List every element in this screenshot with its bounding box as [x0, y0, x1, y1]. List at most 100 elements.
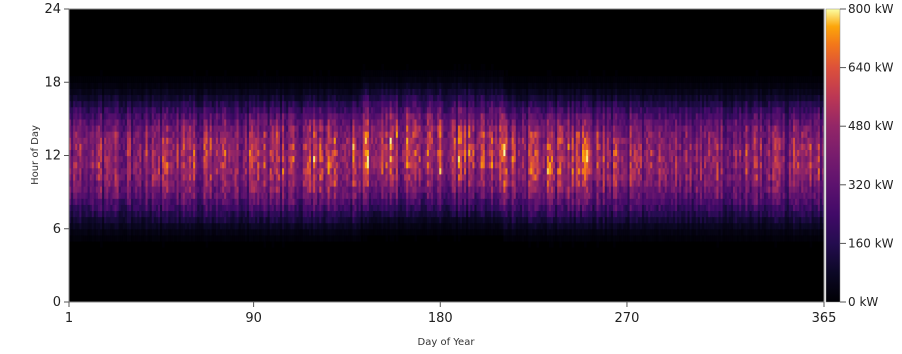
- heatmap-cell: [128, 149, 132, 157]
- heatmap-cell: [271, 210, 275, 218]
- heatmap-cell: [362, 204, 366, 212]
- heatmap-cell: [416, 167, 420, 175]
- heatmap-cell: [112, 106, 116, 114]
- heatmap-cell: [302, 155, 306, 163]
- heatmap-cell: [317, 143, 320, 150]
- heatmap-cell: [234, 100, 238, 108]
- heatmap-cell: [145, 216, 149, 224]
- heatmap-cell: [439, 186, 442, 193]
- heatmap-cell: [433, 137, 436, 144]
- heatmap-cell: [69, 192, 72, 199]
- heatmap-cell: [133, 192, 136, 199]
- heatmap-cell: [393, 124, 397, 132]
- heatmap-cell: [234, 118, 238, 126]
- heatmap-cell: [93, 131, 97, 138]
- heatmap-cell: [73, 131, 76, 138]
- heatmap-cell: [335, 100, 339, 108]
- heatmap-cell: [133, 137, 136, 144]
- heatmap-cell: [170, 106, 174, 114]
- heatmap-cell: [323, 222, 327, 230]
- heatmap-cell: [131, 167, 134, 175]
- heatmap-cell: [331, 112, 335, 120]
- heatmap-cell: [73, 186, 76, 193]
- heatmap-cell: [296, 76, 300, 83]
- heatmap-cell: [393, 82, 397, 89]
- heatmap-cell: [77, 124, 80, 132]
- heatmap-cell: [69, 228, 72, 236]
- heatmap-cell: [201, 118, 205, 126]
- heatmap-cell: [422, 100, 426, 108]
- heatmap-cell: [259, 222, 262, 230]
- heatmap-cell: [412, 70, 416, 77]
- heatmap-cell: [331, 186, 335, 193]
- heatmap-cell: [191, 161, 194, 169]
- heatmap-cell: [298, 192, 302, 199]
- heatmap-cell: [141, 222, 145, 230]
- heatmap-cell: [81, 167, 85, 175]
- heatmap-cell: [441, 222, 444, 230]
- heatmap-cell: [335, 192, 339, 199]
- heatmap-cell: [199, 100, 202, 108]
- heatmap-cell: [350, 112, 353, 120]
- heatmap-cell: [433, 131, 436, 138]
- heatmap-cell: [71, 112, 74, 120]
- heatmap-cell: [282, 106, 285, 114]
- heatmap-cell: [116, 155, 120, 163]
- heatmap-cell: [279, 155, 283, 163]
- heatmap-cell: [263, 161, 267, 169]
- heatmap-cell: [162, 137, 165, 144]
- heatmap-cell: [335, 131, 339, 138]
- heatmap-cell: [373, 76, 376, 83]
- heatmap-cell: [81, 204, 85, 212]
- heatmap-cell: [135, 186, 138, 193]
- heatmap-cell: [375, 216, 378, 224]
- heatmap-cell: [133, 112, 136, 120]
- heatmap-cell: [377, 94, 380, 102]
- heatmap-cell: [155, 88, 159, 96]
- heatmap-cell: [240, 179, 244, 187]
- heatmap-cell: [404, 112, 407, 120]
- heatmap-cell: [317, 216, 320, 224]
- heatmap-cell: [172, 137, 176, 144]
- heatmap-cell: [395, 82, 399, 89]
- heatmap-cell: [93, 167, 97, 175]
- heatmap-cell: [418, 186, 422, 193]
- heatmap-cell: [75, 228, 78, 236]
- heatmap-cell: [77, 234, 80, 242]
- heatmap-cell: [77, 82, 80, 89]
- heatmap-cell: [368, 167, 372, 175]
- heatmap-cell: [288, 94, 291, 102]
- heatmap-cell: [106, 88, 109, 96]
- heatmap-cell: [236, 186, 240, 193]
- heatmap-cell: [379, 100, 382, 108]
- heatmap-cell: [97, 210, 101, 218]
- heatmap-cell: [128, 94, 132, 102]
- heatmap-cell: [313, 222, 316, 230]
- heatmap-cell: [420, 124, 424, 132]
- heatmap-cell: [172, 100, 176, 108]
- heatmap-cell: [294, 198, 298, 205]
- heatmap-cell: [128, 192, 132, 199]
- heatmap-cell: [387, 167, 391, 175]
- heatmap-cell: [433, 106, 436, 114]
- heatmap-cell: [211, 192, 215, 199]
- heatmap-cell: [126, 179, 130, 187]
- heatmap-cell: [195, 82, 198, 89]
- heatmap-cell: [279, 106, 283, 114]
- heatmap-cell: [381, 179, 385, 187]
- heatmap-cell: [404, 149, 407, 157]
- heatmap-cell: [368, 70, 372, 77]
- heatmap-cell: [197, 82, 200, 89]
- heatmap-cell: [350, 155, 353, 163]
- heatmap-cell: [69, 143, 72, 150]
- heatmap-cell: [69, 94, 72, 102]
- heatmap-cell: [267, 143, 271, 150]
- heatmap-cell: [430, 222, 434, 230]
- heatmap-cell: [383, 76, 387, 83]
- heatmap-cell: [100, 173, 103, 181]
- heatmap-cell: [435, 76, 438, 83]
- heatmap-cell: [290, 173, 293, 181]
- heatmap-cell: [139, 228, 142, 236]
- heatmap-cell: [350, 131, 353, 138]
- heatmap-cell: [263, 82, 267, 89]
